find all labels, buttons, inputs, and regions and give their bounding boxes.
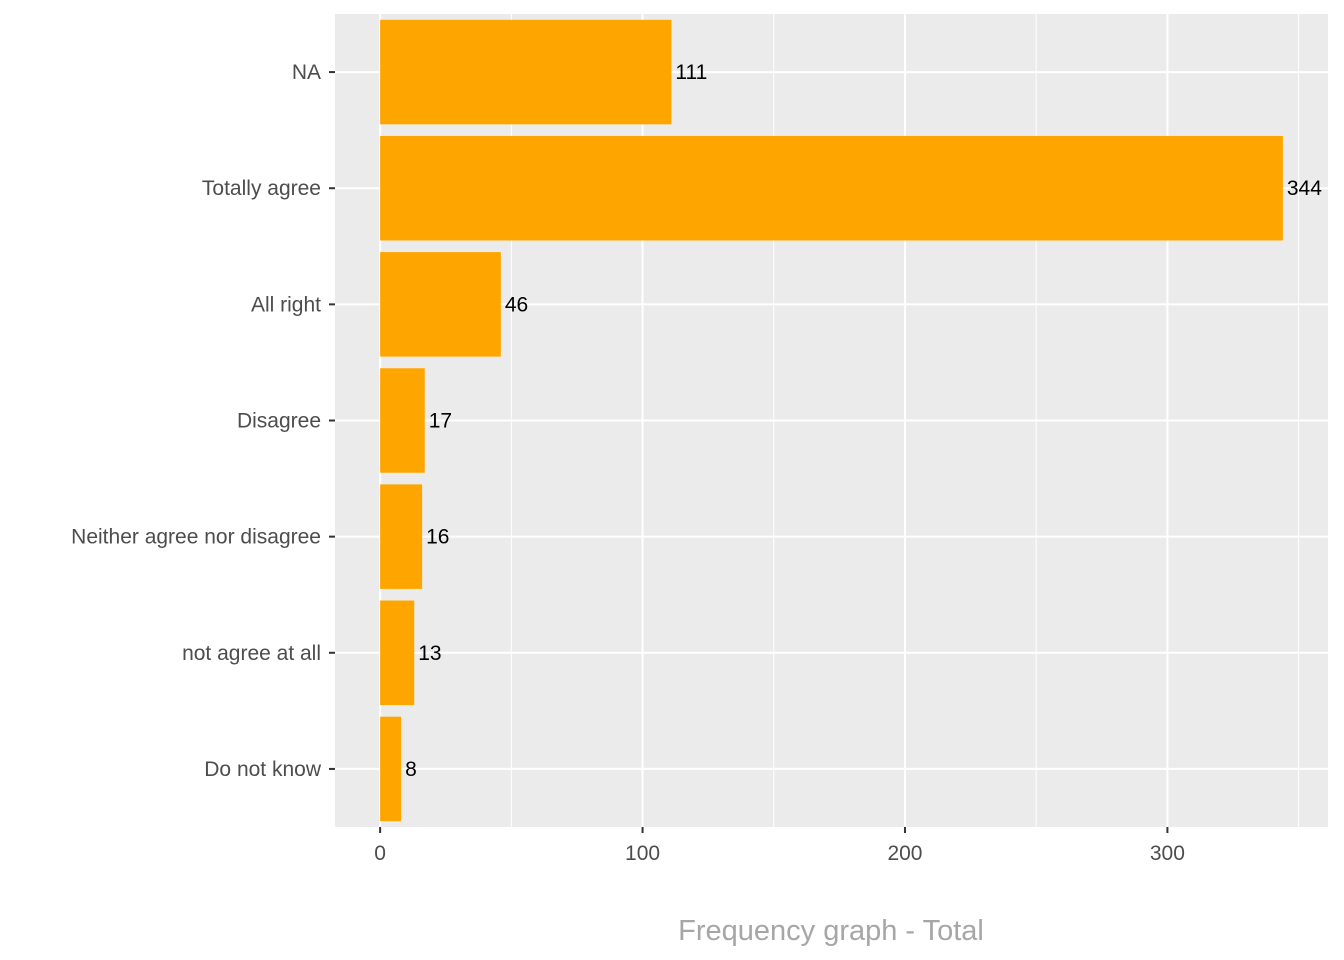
- bar: [380, 484, 423, 589]
- category-label: NA: [292, 61, 321, 84]
- x-tick-label: 0: [374, 842, 386, 865]
- x-axis-title: Frequency graph - Total: [678, 915, 984, 947]
- y-axis: NA Totally agree All right Disagree Neither …: [71, 61, 335, 781]
- data-label: 111: [675, 61, 707, 84]
- bar: [380, 716, 402, 822]
- data-label: 16: [426, 526, 449, 549]
- category-label: Disagree: [237, 410, 321, 433]
- x-axis: 0 100 200 300: [374, 827, 1185, 865]
- x-tick-label: 300: [1150, 842, 1185, 865]
- bar: [380, 252, 501, 357]
- category-label: Totally agree: [202, 177, 321, 200]
- data-label: 8: [405, 758, 417, 781]
- x-tick-label: 100: [625, 842, 660, 865]
- data-label: 17: [429, 410, 452, 433]
- bar: [380, 135, 1283, 241]
- bar: [380, 19, 672, 125]
- category-label: not agree at all: [182, 642, 321, 665]
- data-labels-group: 111 344 46 17 16 13 8: [405, 61, 1322, 781]
- x-tick-label: 200: [887, 842, 922, 865]
- data-label: 46: [505, 293, 528, 316]
- category-label: Neither agree nor disagree: [71, 526, 321, 549]
- bars-group: [380, 19, 1283, 822]
- bar: [380, 368, 425, 473]
- data-label: 13: [418, 642, 441, 665]
- data-label: 344: [1287, 177, 1322, 200]
- category-label: Do not know: [204, 758, 322, 781]
- category-label: All right: [251, 293, 321, 316]
- bar: [380, 600, 415, 706]
